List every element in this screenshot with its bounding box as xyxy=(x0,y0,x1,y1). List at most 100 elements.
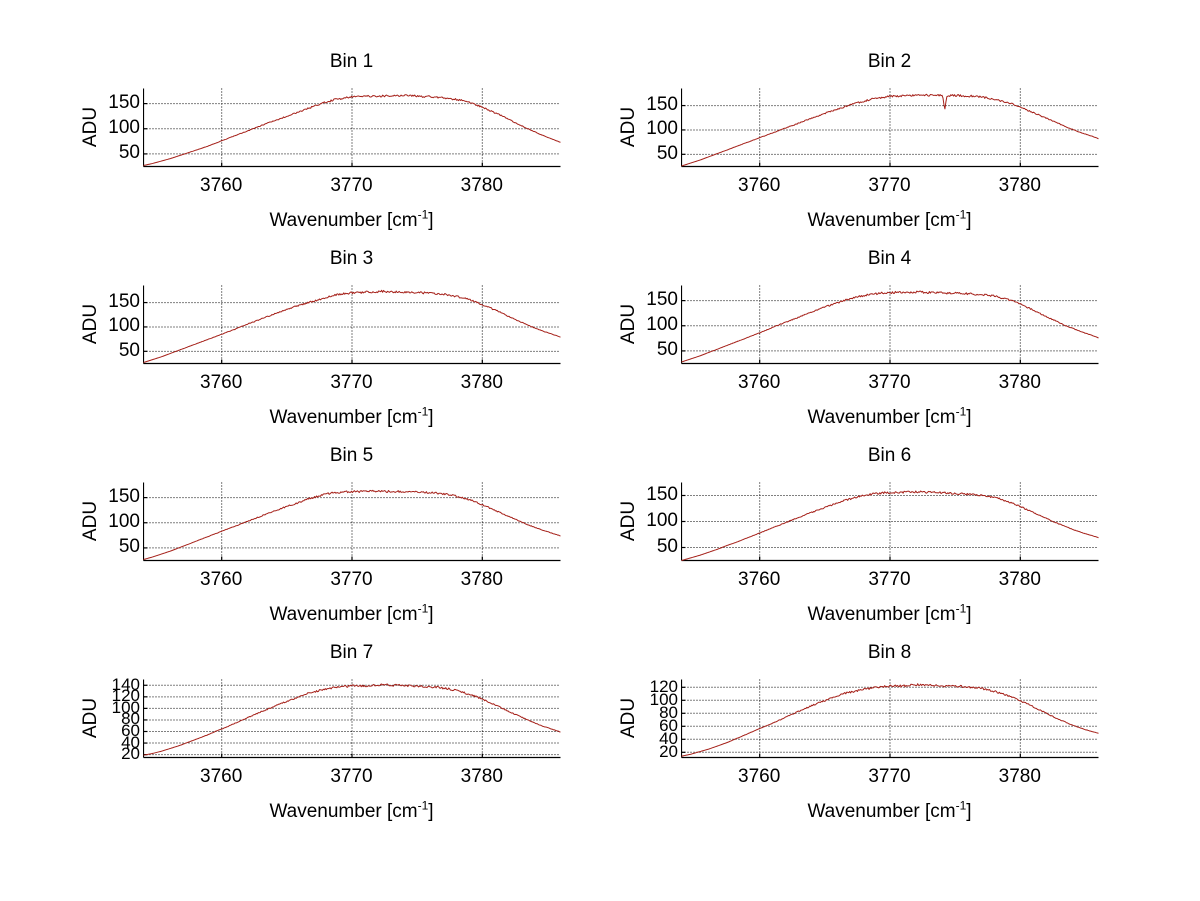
x-tick-label: 3760 xyxy=(200,766,243,787)
x-axis-label-exponent: -1 xyxy=(417,798,429,813)
x-axis-label-exponent: -1 xyxy=(955,404,967,419)
y-tick-label: 50 xyxy=(656,536,678,557)
x-axis-label-main: Wavenumber [cm xyxy=(807,801,956,822)
spectrum-trace-7 xyxy=(143,683,561,756)
panel-title-7: Bin 7 xyxy=(329,642,374,663)
y-tick-label: 50 xyxy=(118,536,140,558)
x-axis-label-exponent: -1 xyxy=(955,798,967,813)
spectrum-trace-3 xyxy=(143,289,561,364)
y-tick-label: 100 xyxy=(649,689,678,709)
y-tick-label: 100 xyxy=(111,697,140,717)
x-tick-label: 3780 xyxy=(998,569,1041,590)
y-tick-label: 100 xyxy=(108,117,140,139)
x-axis-label-4: Wavenumber [cm-1] xyxy=(681,404,1098,429)
x-tick-label: 3780 xyxy=(460,372,503,393)
x-axis-label-exponent: -1 xyxy=(417,601,429,616)
spectrum-trace-5 xyxy=(143,489,561,560)
y-tick-label: 20 xyxy=(121,744,140,764)
x-axis-label-6: Wavenumber [cm-1] xyxy=(681,601,1098,626)
x-axis-label-7: Wavenumber [cm-1] xyxy=(143,798,560,823)
x-tick-label: 3780 xyxy=(998,175,1041,196)
panel-title-3: Bin 3 xyxy=(329,248,374,269)
subplot-panel-1: Bin 1 ADU 50 100 150 3760 3770 3780 Wavenumber [… xyxy=(48,51,562,260)
x-axis-label-exponent: -1 xyxy=(417,404,429,419)
spectrum-trace-1 xyxy=(143,94,561,166)
x-axis-label-3: Wavenumber [cm-1] xyxy=(143,404,560,429)
x-tick-label: 3780 xyxy=(998,372,1041,393)
subplot-panel-5: Bin 5 ADU 50 100 150 3760 3770 3780 Wavenumber [… xyxy=(48,446,562,654)
x-axis-label-main: Wavenumber [cm xyxy=(269,801,418,822)
x-axis-label-2: Wavenumber [cm-1] xyxy=(681,207,1098,232)
y-tick-label: 60 xyxy=(121,721,140,740)
y-tick-label: 80 xyxy=(121,709,140,729)
x-axis-label-main: Wavenumber [cm xyxy=(807,604,956,625)
x-tick-label: 3780 xyxy=(998,766,1041,787)
y-tick-label: 100 xyxy=(646,118,678,140)
x-axis-label-bracket: ] xyxy=(428,801,434,822)
y-tick-label: 140 xyxy=(111,674,140,694)
x-tick-label: 3770 xyxy=(330,175,373,196)
subplot-panel-6: Bin 6 ADU 50 100 150 3760 3770 3780 Wavenumber [… xyxy=(586,446,1100,654)
axes-7 xyxy=(143,679,562,759)
y-tick-label: 100 xyxy=(646,314,678,336)
x-tick-label: 3760 xyxy=(200,372,243,393)
x-tick-label: 3760 xyxy=(738,569,781,590)
x-tick-label: 3760 xyxy=(738,766,781,787)
x-axis-label-main: Wavenumber [cm xyxy=(807,407,956,428)
axes-6 xyxy=(681,482,1100,562)
y-tick-label: 150 xyxy=(646,94,678,116)
x-axis-label-bracket: ] xyxy=(966,407,972,428)
spectrum-trace-6 xyxy=(681,490,1099,561)
x-axis-label-exponent: -1 xyxy=(417,207,429,222)
x-tick-label: 3780 xyxy=(460,766,503,787)
x-tick-label: 3770 xyxy=(868,372,911,393)
x-axis-label-5: Wavenumber [cm-1] xyxy=(143,601,560,626)
y-tick-label: 150 xyxy=(108,92,140,114)
y-tick-label: 150 xyxy=(646,289,678,311)
x-tick-label: 3760 xyxy=(200,569,243,590)
axes-8 xyxy=(681,679,1100,759)
y-tick-label: 150 xyxy=(108,291,140,313)
x-axis-label-8: Wavenumber [cm-1] xyxy=(681,798,1098,823)
x-axis-label-bracket: ] xyxy=(966,210,972,231)
x-tick-label: 3770 xyxy=(868,766,911,787)
x-tick-label: 3770 xyxy=(330,766,373,787)
x-axis-label-main: Wavenumber [cm xyxy=(807,210,956,231)
subplot-panel-3: Bin 3 ADU 50 100 150 3760 3770 3780 Wavenumber [… xyxy=(48,248,561,457)
x-axis-label-bracket: ] xyxy=(428,210,434,231)
x-axis-label-exponent: -1 xyxy=(955,601,967,616)
panel-title-4: Bin 4 xyxy=(867,248,912,269)
y-tick-label: 120 xyxy=(649,676,678,696)
subplot-panel-2: Bin 2 ADU 50 100 150 3760 3770 3780 Wavenumber [… xyxy=(586,51,1099,260)
x-tick-label: 3770 xyxy=(330,372,373,393)
spectrum-trace-8 xyxy=(681,683,1099,757)
x-axis-label-exponent: -1 xyxy=(955,207,967,222)
panel-title-2: Bin 2 xyxy=(867,51,912,72)
x-axis-label-main: Wavenumber [cm xyxy=(269,604,418,625)
axes-1 xyxy=(143,88,562,168)
y-tick-label: 60 xyxy=(659,715,678,735)
subplot-panel-7: Bin 7 ADU 20 40 60 80 100 120 140 3760 3770 3780 Wav… xyxy=(48,642,562,851)
y-tick-label: 150 xyxy=(646,484,678,505)
x-tick-label: 3770 xyxy=(868,569,911,590)
x-axis-label-bracket: ] xyxy=(428,407,434,428)
y-tick-label: 120 xyxy=(111,686,140,706)
panel-title-8: Bin 8 xyxy=(867,642,912,663)
y-tick-label: 40 xyxy=(659,728,678,748)
y-tick-label: 80 xyxy=(659,702,678,722)
x-axis-label-main: Wavenumber [cm xyxy=(269,210,418,231)
subplot-panel-4: Bin 4 ADU 50 100 150 3760 3770 3780 Wavenumber [… xyxy=(586,248,1100,457)
x-tick-label: 3760 xyxy=(738,372,781,393)
axes-5 xyxy=(143,482,562,562)
panel-title-1: Bin 1 xyxy=(329,51,374,72)
y-tick-label: 50 xyxy=(656,339,678,361)
y-tick-label: 20 xyxy=(659,741,678,761)
x-tick-label: 3760 xyxy=(738,175,781,196)
y-tick-label: 50 xyxy=(118,339,140,361)
y-tick-label: 50 xyxy=(656,142,678,164)
x-tick-label: 3760 xyxy=(200,175,243,196)
x-axis-label-bracket: ] xyxy=(966,604,972,625)
x-axis-label-bracket: ] xyxy=(966,801,972,822)
axes-4 xyxy=(681,285,1100,365)
